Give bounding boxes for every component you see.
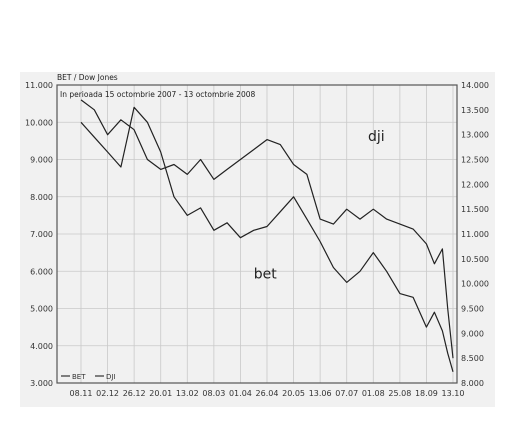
left-tick-label: 5.000 — [30, 305, 53, 314]
legend: BET DJI — [61, 373, 116, 381]
left-tick-label: 4.000 — [30, 342, 53, 351]
left-tick-label: 6.000 — [30, 267, 53, 276]
x-tick-label: 13.10 — [442, 389, 465, 398]
annotation-bet: bet — [254, 267, 278, 283]
x-tick-label: 08.11 — [70, 389, 93, 398]
left-tick-label: 11.000 — [25, 81, 53, 90]
chart-paper — [20, 72, 495, 407]
left-tick-label: 8.000 — [30, 193, 53, 202]
left-tick-label: 10.000 — [25, 118, 53, 127]
chart-subtitle: In perioada 15 octombrie 2007 - 13 octom… — [60, 90, 255, 99]
right-tick-label: 11.000 — [461, 230, 489, 239]
right-tick-label: 10.500 — [461, 255, 489, 264]
right-tick-label: 11.500 — [461, 205, 489, 214]
x-tick-label: 18.09 — [415, 389, 438, 398]
x-tick-label: 01.08 — [362, 389, 385, 398]
x-tick-label: 20.05 — [282, 389, 305, 398]
right-tick-label: 8.000 — [461, 379, 484, 388]
right-tick-label: 13.500 — [461, 106, 489, 115]
x-tick-label: 13.02 — [176, 389, 199, 398]
x-tick-label: 01.04 — [229, 389, 252, 398]
plot-frame — [56, 84, 458, 384]
x-tick-label: 25.08 — [388, 389, 411, 398]
right-tick-label: 9.500 — [461, 305, 484, 314]
series-line-bet — [80, 106, 454, 372]
x-tick-label: 07.07 — [335, 389, 358, 398]
x-tick-label: 26.12 — [123, 389, 146, 398]
right-axis-ticks: 8.000 8.500 9.000 9.500 10.000 10.500 11.000 11… — [461, 81, 489, 388]
legend-label-dji: DJI — [106, 373, 116, 381]
right-tick-label: 10.000 — [461, 280, 489, 289]
right-tick-label: 14.000 — [461, 81, 489, 90]
x-tick-label: 13.06 — [309, 389, 332, 398]
right-tick-label: 12.000 — [461, 180, 489, 189]
right-tick-label: 9.000 — [461, 329, 484, 338]
chart-title: BET / Dow Jones — [57, 73, 118, 82]
x-axis-ticks: 08.11 02.12 26.12 20.01 13.02 08.03 01.04 26.04… — [70, 389, 465, 398]
annotations: dji bet — [254, 129, 385, 283]
series-line-dji — [80, 99, 454, 359]
x-tick-label: 02.12 — [96, 389, 119, 398]
x-tick-label: 20.01 — [149, 389, 172, 398]
right-tick-label: 13.000 — [461, 131, 489, 140]
x-tick-label: 08.03 — [202, 389, 225, 398]
series-lines — [80, 99, 454, 372]
left-tick-label: 9.000 — [30, 156, 53, 165]
annotation-dji: dji — [368, 129, 385, 145]
left-tick-label: 7.000 — [30, 230, 53, 239]
left-axis-ticks: 3.000 4.000 5.000 6.000 7.000 8.000 9.000 10.00… — [25, 81, 53, 388]
left-tick-label: 3.000 — [30, 379, 53, 388]
right-tick-label: 12.500 — [461, 156, 489, 165]
legend-label-bet: BET — [72, 373, 86, 381]
x-tick-label: 26.04 — [256, 389, 279, 398]
right-tick-label: 8.500 — [461, 354, 484, 363]
